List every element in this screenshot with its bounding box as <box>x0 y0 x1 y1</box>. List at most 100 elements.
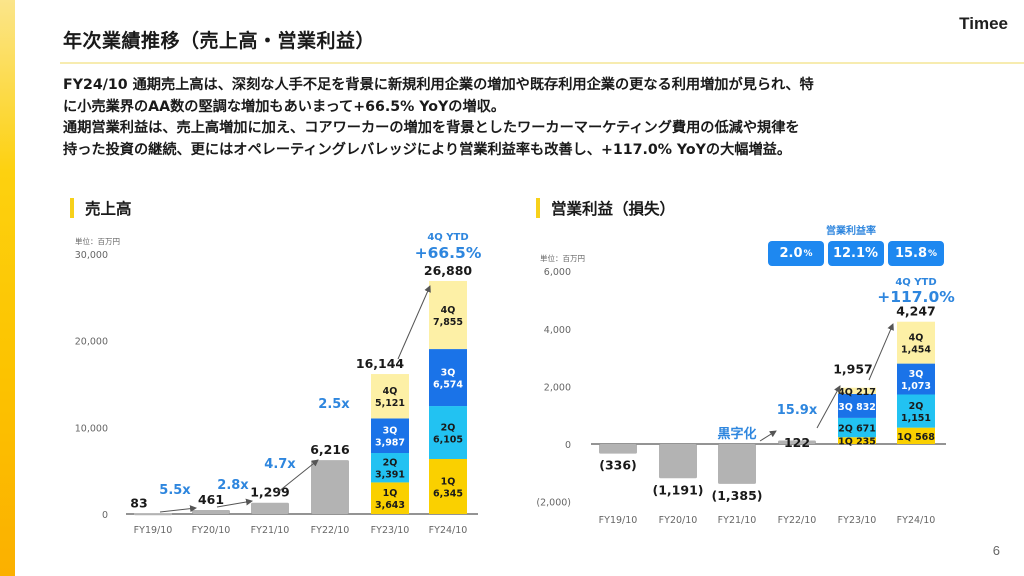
growth-multiple-label: 15.9x <box>777 403 818 418</box>
y-tick-label: 10,000 <box>75 423 108 434</box>
operating-income-section-title: 営業利益（損失） <box>536 197 675 219</box>
segment-quarter-label: 2Q <box>383 458 398 469</box>
x-tick-label: FY22/10 <box>778 515 817 526</box>
x-tick-label: FY24/10 <box>897 515 936 526</box>
bar-segment-2q <box>429 406 467 459</box>
segment-quarter-label: 3Q <box>909 369 924 380</box>
segment-label: 3Q 832 <box>838 402 876 413</box>
margin-rate-value: 2.0 <box>779 246 803 261</box>
bar-segment-1q <box>429 458 467 514</box>
total-value-label: 461 <box>198 492 224 507</box>
margin-rate-value: 12.1% <box>832 246 879 261</box>
margin-rate-value: 15.8 <box>894 246 928 261</box>
page-number: 6 <box>992 543 1000 558</box>
header-divider <box>60 62 1024 64</box>
y-tick-label: 0 <box>565 440 571 451</box>
growth-arrow <box>277 459 319 493</box>
segment-quarter-label: 1Q <box>441 476 456 487</box>
growth-arrow <box>868 323 894 381</box>
timee-logo: Timee <box>959 14 1008 33</box>
growth-arrow <box>397 285 431 360</box>
segment-value-label: 6,105 <box>433 435 463 446</box>
summary-line: 持った投資の継続、更にはオペレーティングレバレッジにより営業利益率も改善し、+1… <box>63 141 792 158</box>
segment-value-label: 6,345 <box>433 488 463 499</box>
annual-bar <box>311 460 349 514</box>
growth-multiple-label: 4.7x <box>264 457 296 472</box>
bar-segment-4q <box>429 280 467 350</box>
brand-side-bar <box>0 0 15 576</box>
bar-segment-4q <box>838 387 876 394</box>
annual-bar <box>778 440 816 444</box>
annual-bar <box>599 444 637 454</box>
segment-quarter-label: 4Q <box>441 305 456 316</box>
x-tick-label: FY22/10 <box>311 525 350 536</box>
bar-segment-3q <box>838 393 876 418</box>
x-tick-label: FY19/10 <box>599 515 638 526</box>
segment-quarter-label: 4Q <box>909 333 924 344</box>
revenue-section-title: 売上高 <box>70 197 132 219</box>
summary-line: FY24/10 通期売上高は、深刻な人手不足を背景に新規利用企業の増加や既存利用… <box>63 77 814 93</box>
operating-income-title-text: 営業利益（損失） <box>551 200 676 218</box>
total-value-label: 1,957 <box>833 362 873 377</box>
bar-segment-4q <box>371 374 409 419</box>
summary-text: FY24/10 通期売上高は、深刻な人手不足を背景に新規利用企業の増加や既存利用… <box>63 75 1003 161</box>
revenue-unit-label: 単位：百万円 <box>75 237 120 246</box>
y-tick-label: 20,000 <box>75 337 108 348</box>
operating-income-unit-label: 単位：百万円 <box>540 254 585 263</box>
total-value-label: 4,247 <box>896 304 936 319</box>
ytd-growth-value: +117.0% <box>877 288 955 306</box>
bar-segment-3q <box>897 363 935 395</box>
segment-quarter-label: 2Q <box>441 423 456 434</box>
x-tick-label: FY19/10 <box>134 525 173 536</box>
x-tick-label: FY20/10 <box>192 525 231 536</box>
total-value-label: 26,880 <box>424 263 473 278</box>
ytd-growth-value: +66.5% <box>415 244 482 262</box>
margin-rate-unit: % <box>928 248 938 259</box>
section-marker <box>70 198 74 218</box>
segment-value-label: 3,391 <box>375 470 405 481</box>
total-value-label: (336) <box>599 458 637 473</box>
x-tick-label: FY23/10 <box>371 525 410 536</box>
annual-bar <box>659 444 697 479</box>
bar-segment-2q <box>897 394 935 428</box>
total-value-label: 1,299 <box>250 485 290 500</box>
ytd-label: 4Q YTD <box>895 277 936 288</box>
bar-segment-1q <box>838 437 876 444</box>
x-tick-label: FY21/10 <box>718 515 757 526</box>
segment-value-label: 3,643 <box>375 500 405 511</box>
annual-bar <box>251 502 289 514</box>
y-tick-label: (2,000) <box>536 498 571 509</box>
operating-income-chart: (2,000) 0 2,000 4,000 6,000 FY19/10 FY20/10 FY2… <box>536 267 955 526</box>
growth-multiple-label: 2.5x <box>318 397 350 412</box>
bar-segment-2q <box>371 453 409 483</box>
section-marker <box>536 198 540 218</box>
x-tick-label: FY21/10 <box>251 525 290 536</box>
y-tick-label: 2,000 <box>544 382 571 393</box>
segment-quarter-label: 1Q <box>383 488 398 499</box>
growth-multiple-label: 5.5x <box>159 483 191 498</box>
total-value-label: 16,144 <box>356 356 405 371</box>
segment-quarter-label: 3Q <box>383 426 398 437</box>
segment-quarter-label: 2Q <box>909 401 924 412</box>
bar-segment-4q <box>897 321 935 364</box>
bar-segment-2q <box>838 417 876 438</box>
bar-segment-1q <box>897 427 935 444</box>
turnaround-arrow <box>759 430 777 442</box>
growth-arrow <box>159 505 197 513</box>
y-tick-label: 30,000 <box>75 250 108 261</box>
summary-line: 通期営業利益は、売上高増加に加え、コアワーカーの増加を背景としたワーカーマーケテ… <box>63 120 800 136</box>
segment-label: 1Q 568 <box>897 432 935 443</box>
y-tick-label: 6,000 <box>544 267 571 278</box>
segment-label: 4Q 217 <box>838 387 876 398</box>
segment-value-label: 3,987 <box>375 438 405 449</box>
x-tick-label: FY20/10 <box>659 515 698 526</box>
revenue-chart: 0 10,000 20,000 30,000 FY19/10 FY20/10 FY21/10… <box>75 232 482 536</box>
growth-multiple-label: 2.8x <box>217 478 249 493</box>
segment-label: 1Q 235 <box>838 437 876 448</box>
segment-value-label: 1,454 <box>901 345 931 356</box>
total-value-label: 122 <box>784 435 810 450</box>
margin-rate-unit: % <box>803 248 813 259</box>
annual-bar <box>192 510 230 514</box>
summary-line: に小売業界のAA数の堅調な増加もあいまって+66.5% YoYの増収。 <box>63 98 506 115</box>
total-value-label: (1,385) <box>712 488 763 503</box>
